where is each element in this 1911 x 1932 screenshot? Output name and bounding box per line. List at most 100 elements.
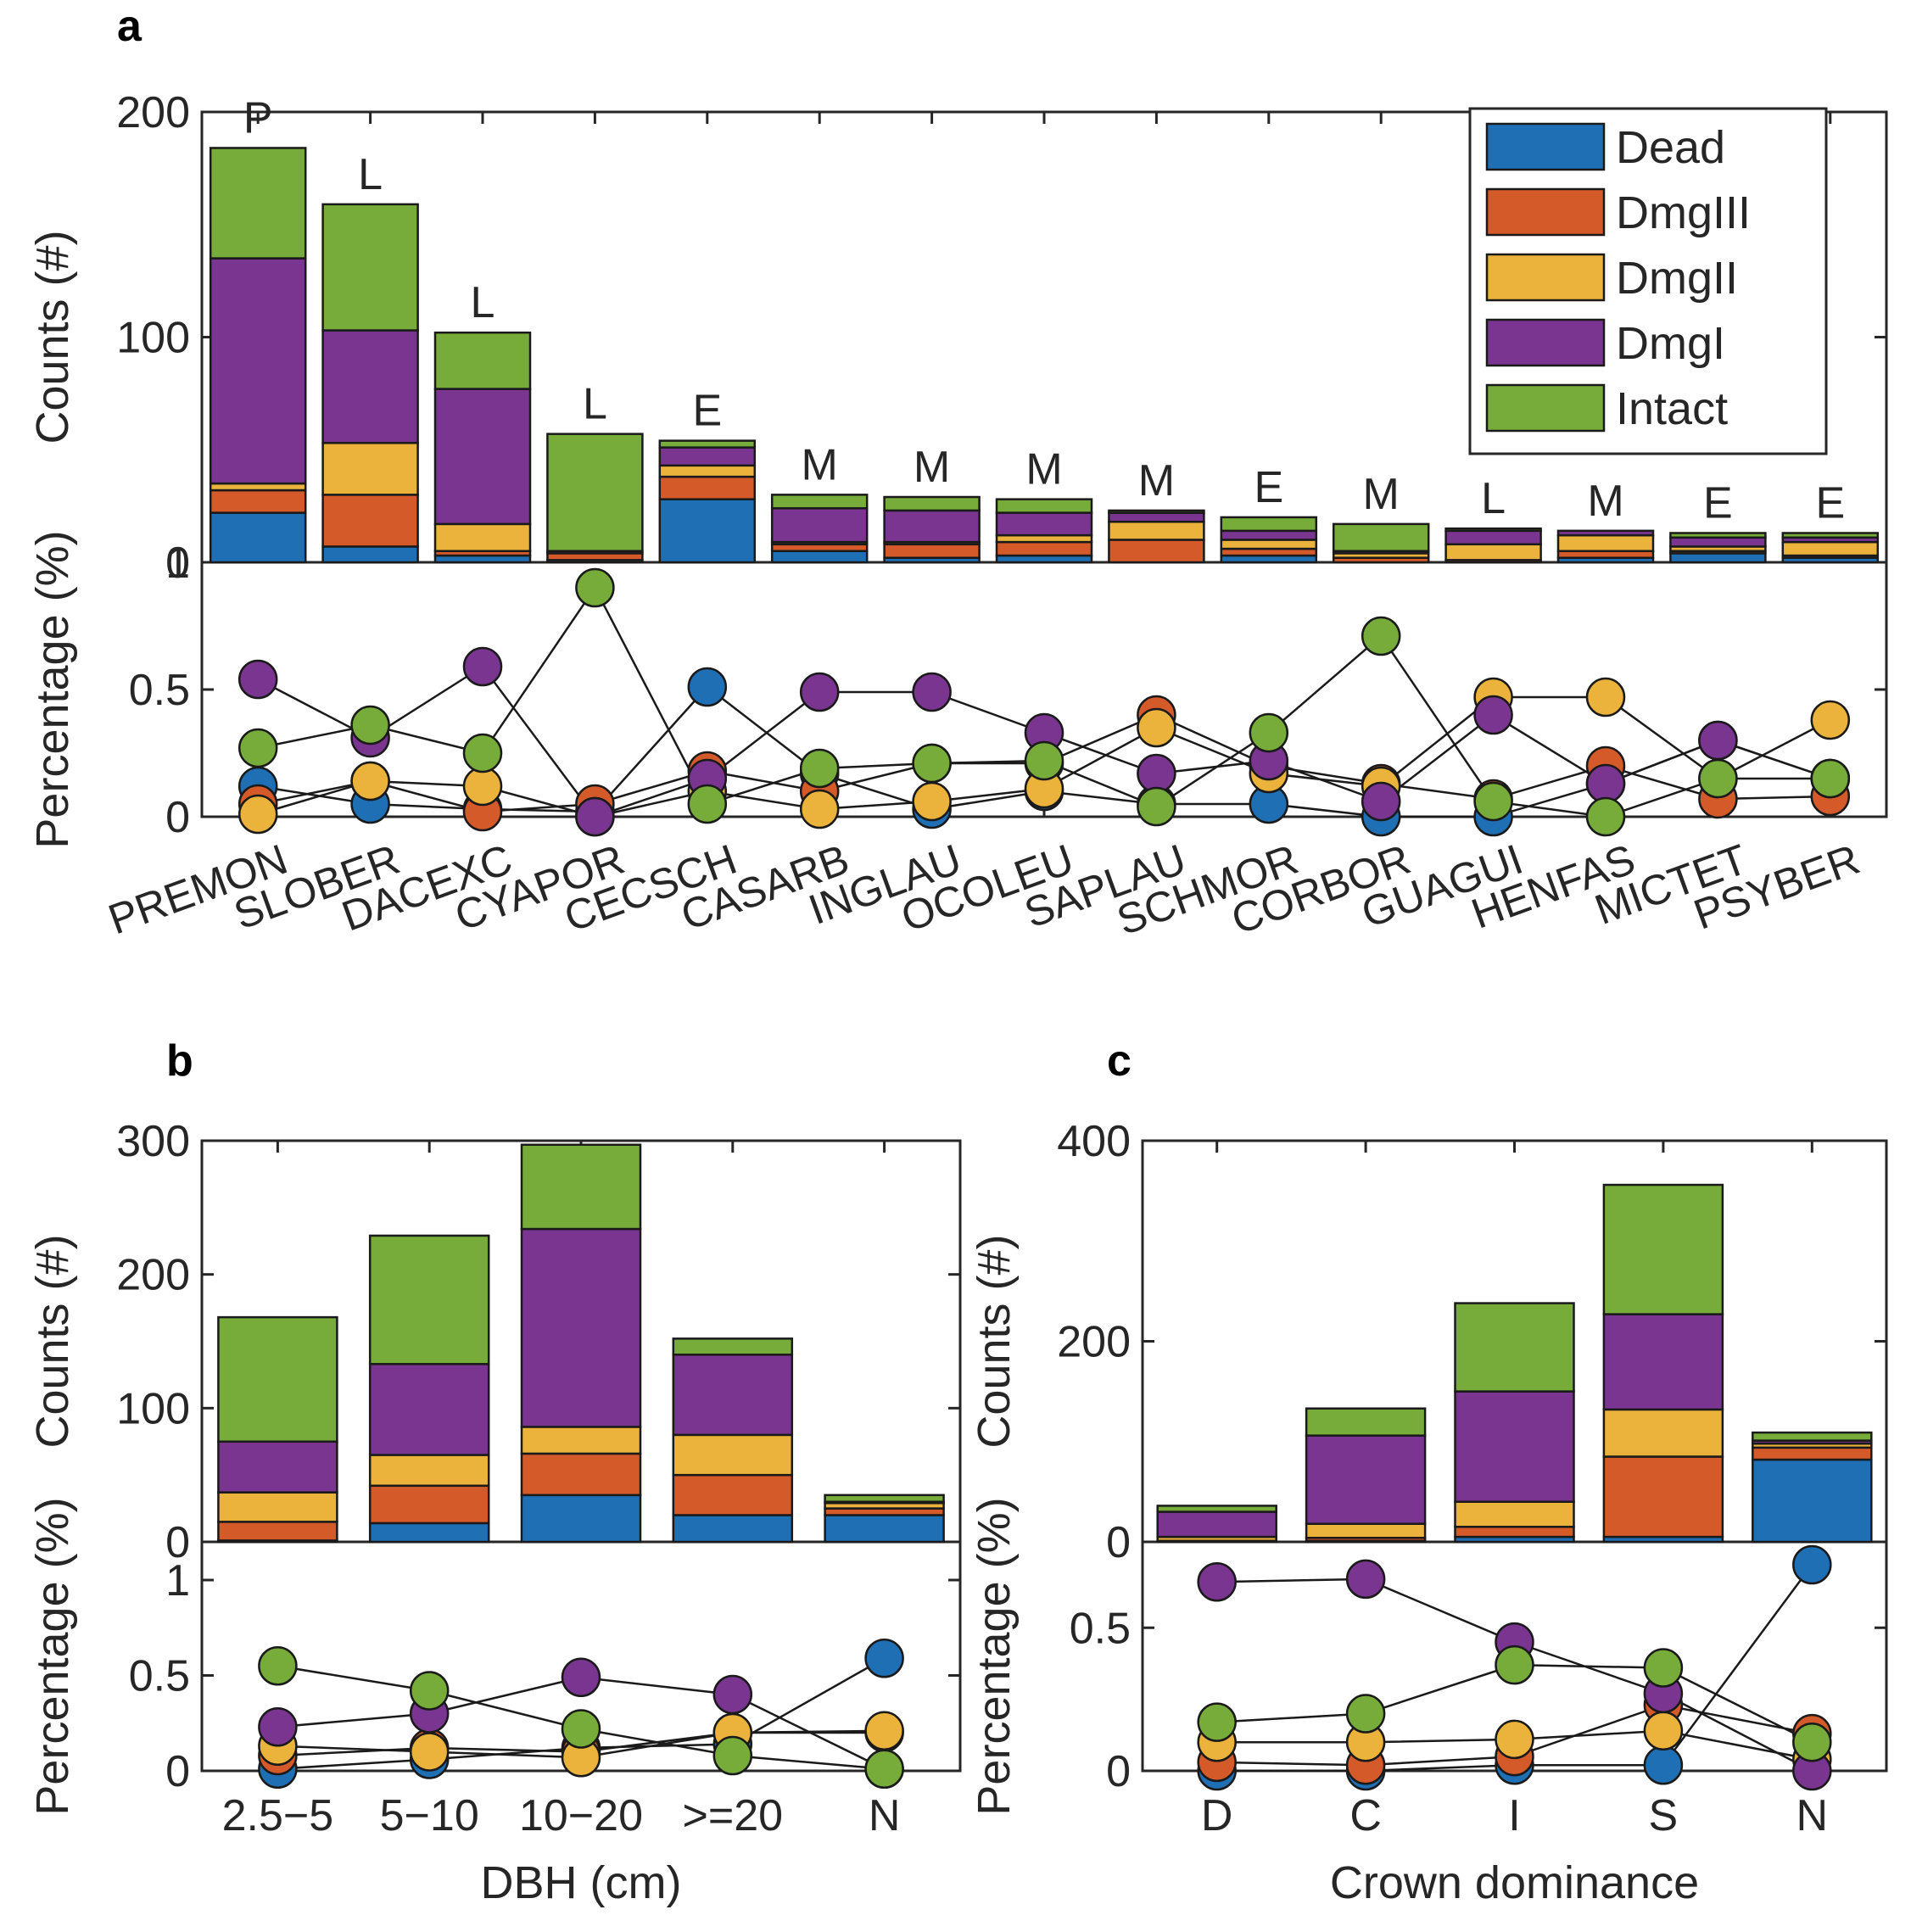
percentage-point-intact xyxy=(864,1749,904,1789)
bar-segment-dmgiii xyxy=(672,1473,794,1516)
percentage-point-dmgi xyxy=(1361,781,1401,822)
bar-segment-intact xyxy=(433,331,532,390)
percentage-point-intact xyxy=(1495,1644,1534,1685)
percentage-point-dmgi xyxy=(1473,695,1513,735)
legend-label-dead: Dead xyxy=(1616,122,1725,173)
bar-segment-dmgii xyxy=(217,1491,338,1523)
percentage-point-dmgii xyxy=(1810,700,1851,740)
y-tick-label: 400 xyxy=(1057,1117,1131,1166)
legend-label-dmgi: DmgI xyxy=(1616,318,1725,369)
bar-annotation-letter: L xyxy=(358,150,383,199)
y-tick-label: 0.5 xyxy=(1070,1604,1131,1653)
bar-segment-dmgiii xyxy=(1752,1446,1873,1461)
percentage-point-dmgi xyxy=(1345,1559,1386,1600)
legend-swatch-dmgi xyxy=(1485,318,1606,367)
percentage-point-intact xyxy=(1197,1702,1237,1742)
bar-segment-dmgi xyxy=(1305,1434,1427,1525)
category-label: N xyxy=(1796,1791,1829,1840)
bar-segment-dmgi xyxy=(1669,536,1767,548)
x-axis-label: Crown dominance xyxy=(1330,1857,1699,1908)
bar-segment-dmgi xyxy=(883,509,981,544)
bar-segment-dmgi xyxy=(1220,529,1318,541)
y-tick-label: 200 xyxy=(116,88,190,137)
percentage-point-dmgii xyxy=(1643,1711,1684,1751)
percentage-point-dmgii xyxy=(1495,1719,1534,1760)
legend-label-dmgiii: DmgIII xyxy=(1616,187,1751,238)
bar-segment-intact xyxy=(1669,532,1767,539)
category-label: 5−10 xyxy=(380,1791,479,1840)
bar-annotation-letter: E xyxy=(1254,463,1283,512)
percentage-point-dmgi xyxy=(1585,763,1626,804)
percentage-point-dead xyxy=(1792,1544,1832,1585)
percentage-point-dmgi xyxy=(462,646,503,687)
bar-segment-dmgi xyxy=(209,257,307,485)
y-tick-label: 1 xyxy=(165,539,190,588)
y-tick-label: 300 xyxy=(116,1117,190,1166)
bar-annotation-letter: M xyxy=(1025,445,1062,494)
bar-segment-dmgi xyxy=(321,329,419,444)
percentage-point-intact xyxy=(237,728,278,768)
category-label: C xyxy=(1349,1791,1382,1840)
percentage-point-intact xyxy=(1137,786,1176,827)
percentage-point-intact xyxy=(799,748,840,789)
percentage-point-intact xyxy=(1585,796,1626,837)
bar-segment-dmgi xyxy=(1602,1313,1724,1411)
percentage-point-intact xyxy=(1249,712,1289,753)
y-tick-label: 0.5 xyxy=(129,1652,190,1701)
bar-annotation-letter: L xyxy=(471,278,495,327)
percentage-point-intact xyxy=(1473,781,1513,822)
bar-annotation-letter: P xyxy=(243,93,273,142)
bar-annotation-letter: E xyxy=(692,387,722,436)
y-tick-label: 0 xyxy=(165,793,190,842)
bar-segment-dmgii xyxy=(1444,543,1542,561)
bar-segment-dmgi xyxy=(1454,1390,1575,1503)
bar-segment-intact xyxy=(368,1234,490,1365)
percentage-point-intact xyxy=(1345,1694,1386,1734)
bar-segment-dmgiii xyxy=(883,543,981,559)
y-tick-label: 0.5 xyxy=(129,666,190,715)
percentage-point-dmgi xyxy=(799,672,840,712)
percentage-point-dmgii xyxy=(864,1711,904,1751)
percentage-point-intact xyxy=(1698,758,1738,799)
bar-annotation-letter: E xyxy=(1703,478,1733,528)
y-tick-label: 200 xyxy=(116,1251,190,1300)
bar-annotation-letter: M xyxy=(914,443,950,492)
bar-segment-dead xyxy=(209,511,307,564)
percentage-point-dmgii xyxy=(237,794,278,835)
percentage-point-intact xyxy=(462,733,503,773)
percentage-point-dead xyxy=(864,1639,904,1678)
bar-segment-dead xyxy=(824,1514,945,1544)
bar-segment-dmgi xyxy=(433,388,532,526)
bar-segment-dmgii xyxy=(433,522,532,552)
bar-segment-intact xyxy=(1220,516,1318,533)
bar-segment-dmgii xyxy=(672,1433,794,1477)
bar-segment-intact xyxy=(995,498,1093,514)
bar-segment-dmgiii xyxy=(995,540,1093,557)
bar-segment-intact xyxy=(770,494,869,510)
percentage-point-dmgii xyxy=(1137,707,1176,748)
bar-annotation-letter: M xyxy=(1363,470,1400,519)
panel-letter-c: c xyxy=(1107,1036,1132,1086)
bar-segment-dmgiii xyxy=(209,489,307,514)
bar-segment-intact xyxy=(672,1337,794,1356)
legend-swatch-intact xyxy=(1485,383,1606,433)
bar-segment-intact xyxy=(209,147,307,260)
percentage-point-dmgii xyxy=(1585,677,1626,718)
percentage-point-dmgi xyxy=(237,659,278,700)
bar-annotation-letter: L xyxy=(583,380,607,429)
legend-swatch-dmgiii xyxy=(1485,187,1606,237)
counts-axis-label: Counts (#) xyxy=(27,1234,78,1448)
panel-a: 0 100 200 0 0.5 1 Counts (#) Percentage (%) P L L L… xyxy=(27,88,1888,944)
bar-segment-dmgii xyxy=(1602,1408,1724,1458)
y-tick-label: 0 xyxy=(1106,1518,1131,1567)
percentage-point-dmgi xyxy=(912,672,952,712)
bar-segment-intact xyxy=(1454,1302,1575,1393)
percentage-point-intact xyxy=(1361,616,1401,656)
percentage-point-intact xyxy=(1643,1648,1684,1688)
percentage-point-dmgi xyxy=(1197,1562,1237,1602)
y-tick-label: 0 xyxy=(1106,1747,1131,1796)
counts-axis-label: Counts (#) xyxy=(969,1234,1020,1448)
bar-segment-intact xyxy=(1602,1183,1724,1315)
bar-segment-intact xyxy=(1781,532,1880,539)
